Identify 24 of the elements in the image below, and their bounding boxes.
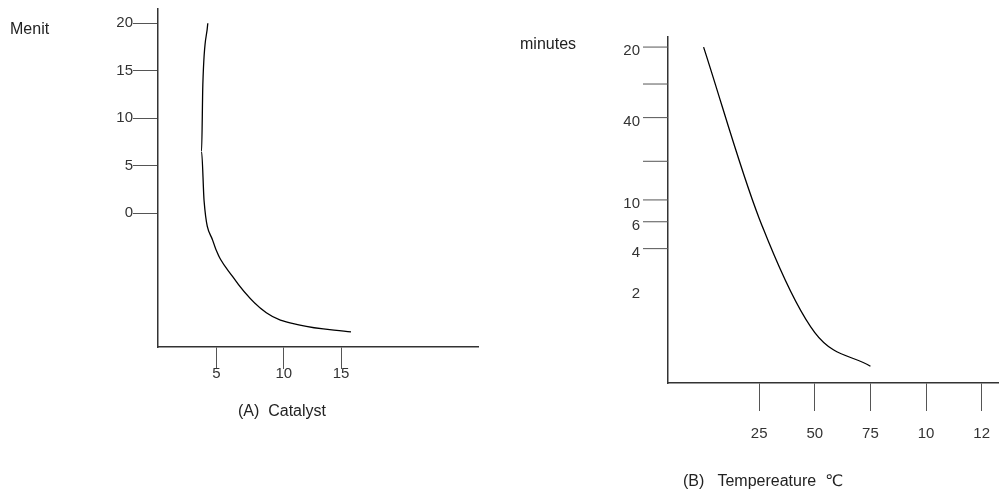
y-tick-label: 20	[116, 13, 133, 31]
y-axis-title: Menit	[10, 20, 50, 38]
text: 40	[623, 111, 640, 129]
x-tick-label: 5	[212, 364, 221, 382]
x-tick-label: 50	[806, 424, 824, 442]
y-tick-label: 15	[116, 60, 133, 78]
x-tick-label: 25	[750, 424, 768, 442]
x-tick-label: 10	[275, 364, 293, 382]
y-tick-label: 5	[124, 155, 133, 173]
y-tick-label: 10	[116, 108, 133, 126]
x-axis-title: (A) Catalyst	[237, 402, 327, 420]
line-series	[200, 22, 352, 333]
x-tick-label: 12	[973, 424, 990, 442]
y-axis-title: minutes	[520, 35, 577, 53]
text: 10	[623, 194, 640, 212]
x-tick-label: 15	[332, 364, 350, 382]
text: 4	[631, 242, 640, 260]
x-tick-label: 10	[917, 424, 935, 442]
text: 20	[623, 41, 640, 59]
x-tick-label: 75	[862, 424, 879, 442]
text: 2	[631, 284, 640, 302]
text: 6	[631, 215, 640, 233]
x-axis-title: (B) Tempereature ℃	[683, 472, 844, 490]
y-tick-label: 0	[124, 203, 133, 221]
